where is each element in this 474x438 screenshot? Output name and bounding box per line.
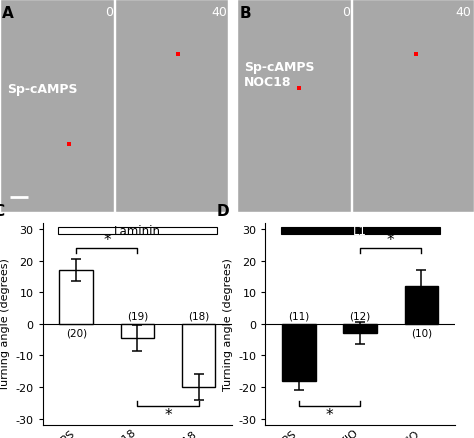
- Text: (20): (20): [66, 328, 87, 338]
- Text: 40: 40: [212, 7, 228, 19]
- Text: 0: 0: [105, 7, 113, 19]
- Text: *: *: [387, 233, 395, 247]
- Text: 0: 0: [342, 7, 350, 19]
- Text: (11): (11): [289, 311, 310, 320]
- Bar: [59, 271, 93, 324]
- Text: B: B: [239, 7, 251, 21]
- FancyBboxPatch shape: [0, 0, 114, 212]
- Text: D: D: [216, 203, 229, 218]
- Text: A: A: [2, 7, 14, 21]
- Bar: [281, 228, 440, 235]
- Bar: [182, 324, 216, 387]
- Bar: [282, 324, 316, 381]
- Text: Sp-cAMPS
NOC18: Sp-cAMPS NOC18: [244, 60, 315, 88]
- Text: C: C: [0, 203, 4, 218]
- Text: (12): (12): [350, 311, 371, 320]
- Y-axis label: Turning angle (degrees): Turning angle (degrees): [0, 258, 10, 390]
- Bar: [344, 324, 377, 334]
- Text: *: *: [103, 233, 111, 247]
- Bar: [405, 286, 438, 324]
- Bar: [58, 228, 217, 235]
- Text: (19): (19): [127, 311, 148, 320]
- Text: (18): (18): [188, 311, 209, 320]
- Text: *: *: [326, 407, 334, 422]
- Bar: [121, 324, 154, 338]
- Text: *: *: [164, 407, 172, 422]
- Y-axis label: Turning angle (degrees): Turning angle (degrees): [223, 258, 233, 390]
- Text: (10): (10): [411, 328, 432, 338]
- Text: 40: 40: [456, 7, 471, 19]
- Text: Sp-cAMPS: Sp-cAMPS: [7, 83, 78, 96]
- Text: Laminin: Laminin: [114, 225, 161, 238]
- FancyBboxPatch shape: [237, 0, 351, 212]
- Text: L1: L1: [353, 225, 367, 238]
- FancyBboxPatch shape: [352, 0, 474, 212]
- FancyBboxPatch shape: [115, 0, 228, 212]
